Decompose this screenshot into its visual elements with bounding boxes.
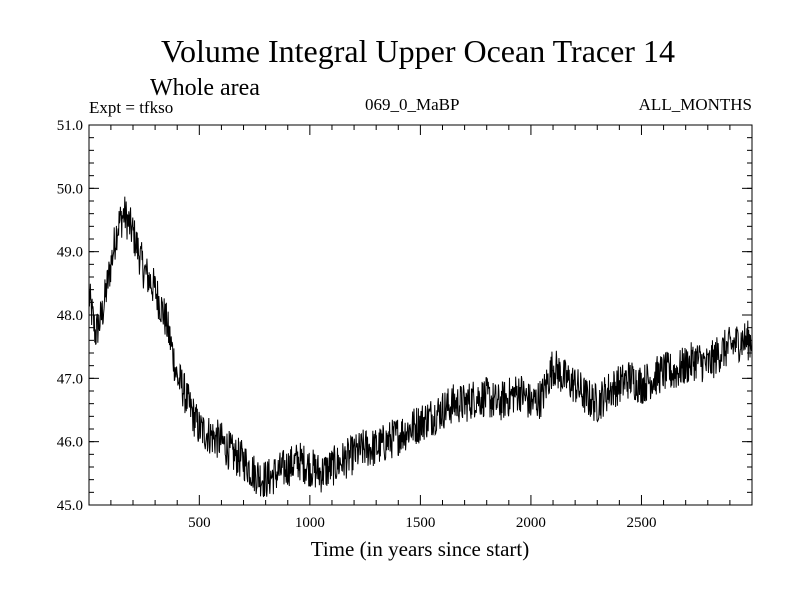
y-tick-label: 49.0 <box>57 245 83 261</box>
y-tick-labels: 45.0 46.0 47.0 48.0 49.0 50.0 51.0 <box>57 118 83 514</box>
x-tick-label: 1000 <box>295 515 325 531</box>
x-tick-label: 1500 <box>405 515 435 531</box>
y-tick-label: 46.0 <box>57 435 83 451</box>
expt-label: Expt = tfkso <box>89 98 173 117</box>
chart-subtitle: Whole area <box>150 75 260 101</box>
x-tick-labels: 500 1000 1500 2000 2500 <box>188 515 656 531</box>
x-tick-label: 2000 <box>516 515 546 531</box>
x-tick-label: 500 <box>188 515 211 531</box>
x-tick-label: 2500 <box>626 515 656 531</box>
months-label: ALL_MONTHS <box>639 95 752 114</box>
y-tick-label: 47.0 <box>57 371 83 387</box>
axis-ticks <box>89 124 752 506</box>
x-axis-label: Time (in years since start) <box>311 537 530 561</box>
y-tick-label: 50.0 <box>57 181 83 197</box>
y-tick-label: 45.0 <box>57 498 83 514</box>
y-tick-label: 51.0 <box>57 118 83 134</box>
series-line <box>89 196 752 498</box>
run-label: 069_0_MaBP <box>365 95 459 114</box>
y-tick-label: 48.0 <box>57 308 83 324</box>
plot-frame <box>88 124 753 506</box>
chart-title: Volume Integral Upper Ocean Tracer 14 <box>161 33 675 69</box>
